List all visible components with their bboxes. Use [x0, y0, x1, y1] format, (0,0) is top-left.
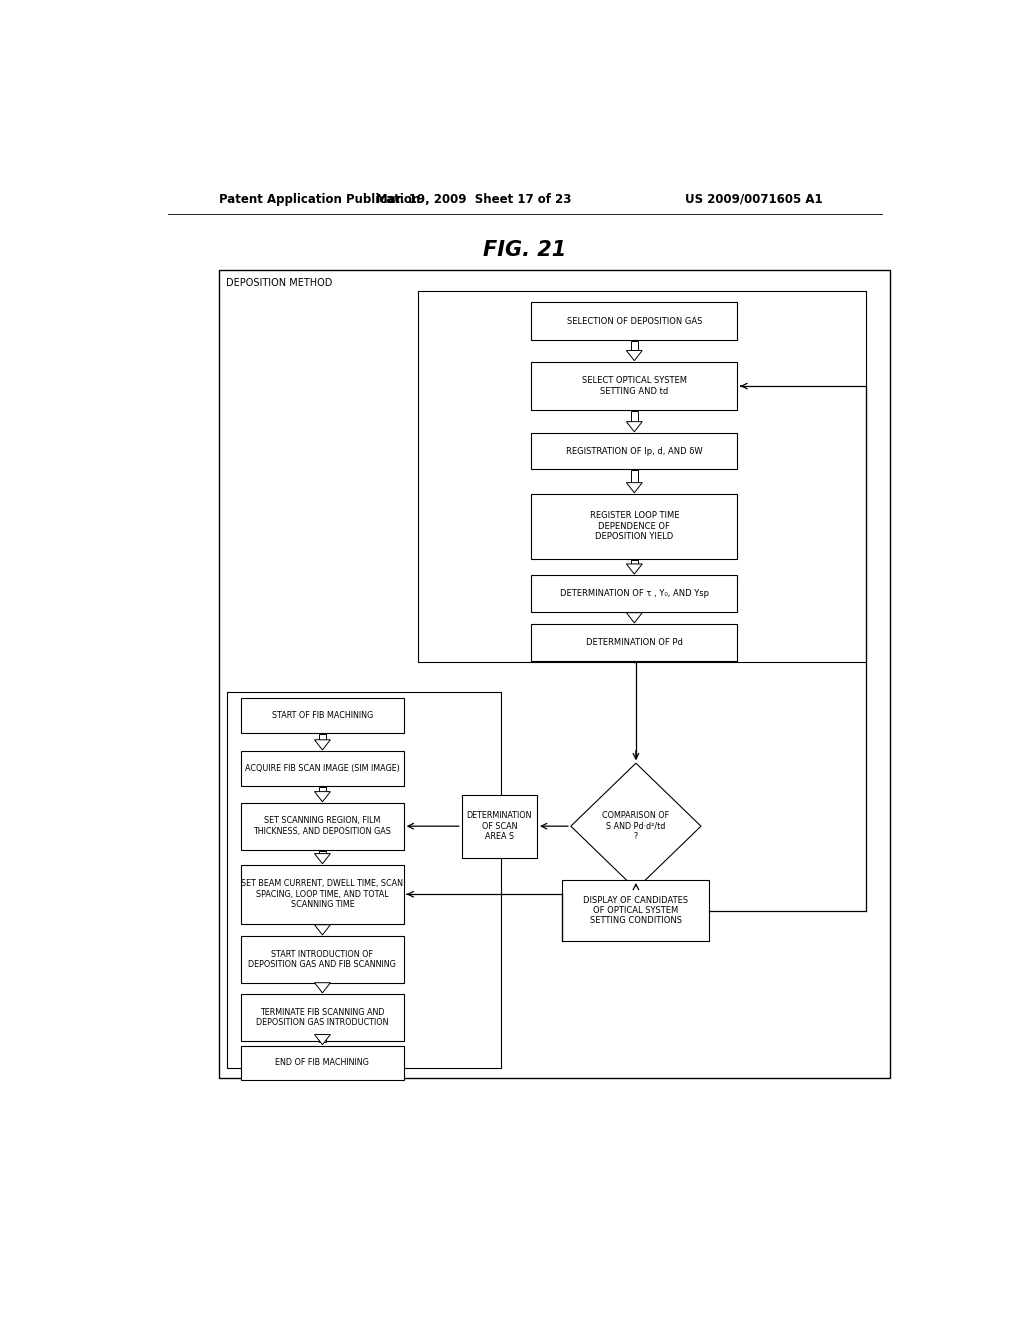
Text: COMPARISON OF
S AND Pd·d²/td
?: COMPARISON OF S AND Pd·d²/td ? — [602, 812, 670, 841]
Bar — [531, 576, 737, 611]
Bar — [631, 470, 638, 483]
Bar — [531, 494, 737, 558]
Bar — [531, 302, 737, 341]
Bar — [531, 362, 737, 411]
Text: SET BEAM CURRENT, DWELL TIME, SCAN
SPACING, LOOP TIME, AND TOTAL
SCANNING TIME: SET BEAM CURRENT, DWELL TIME, SCAN SPACI… — [242, 879, 403, 909]
Polygon shape — [314, 854, 331, 863]
Text: REGISTER LOOP TIME
DEPENDENCE OF
DEPOSITION YIELD: REGISTER LOOP TIME DEPENDENCE OF DEPOSIT… — [590, 511, 679, 541]
Text: Mar. 19, 2009  Sheet 17 of 23: Mar. 19, 2009 Sheet 17 of 23 — [376, 193, 571, 206]
Bar — [241, 1045, 403, 1080]
Text: DETERMINATION OF τ , Y₀, AND Ysp: DETERMINATION OF τ , Y₀, AND Ysp — [560, 589, 709, 598]
Text: DETERMINATION OF Pd: DETERMINATION OF Pd — [586, 638, 683, 647]
Text: FIG. 21: FIG. 21 — [483, 240, 566, 260]
Polygon shape — [314, 1035, 331, 1044]
Bar — [219, 271, 890, 1078]
Text: TERMINATE FIB SCANNING AND
DEPOSITION GAS INTRODUCTION: TERMINATE FIB SCANNING AND DEPOSITION GA… — [256, 1007, 389, 1027]
Text: Patent Application Publication: Patent Application Publication — [219, 193, 421, 206]
Text: DISPLAY OF CANDIDATES
OF OPTICAL SYSTEM
SETTING CONDITIONS: DISPLAY OF CANDIDATES OF OPTICAL SYSTEM … — [584, 896, 688, 925]
Bar — [531, 433, 737, 470]
Text: END OF FIB MACHINING: END OF FIB MACHINING — [275, 1059, 370, 1068]
Polygon shape — [314, 739, 331, 750]
Bar — [241, 994, 403, 1040]
Bar — [318, 1035, 326, 1041]
Polygon shape — [570, 763, 701, 890]
Bar — [241, 865, 403, 924]
Bar — [227, 692, 501, 1068]
Text: REGISTRATION OF Ip, d, AND δW: REGISTRATION OF Ip, d, AND δW — [566, 446, 702, 455]
Text: US 2009/0071605 A1: US 2009/0071605 A1 — [685, 193, 822, 206]
Text: DETERMINATION
OF SCAN
AREA S: DETERMINATION OF SCAN AREA S — [467, 812, 532, 841]
Bar — [531, 624, 737, 660]
Text: SET SCANNING REGION, FILM
THICKNESS, AND DEPOSITION GAS: SET SCANNING REGION, FILM THICKNESS, AND… — [254, 817, 391, 836]
Polygon shape — [314, 982, 331, 993]
Bar — [631, 412, 638, 421]
Polygon shape — [627, 483, 642, 492]
Polygon shape — [314, 925, 331, 935]
Text: START INTRODUCTION OF
DEPOSITION GAS AND FIB SCANNING: START INTRODUCTION OF DEPOSITION GAS AND… — [249, 949, 396, 969]
Bar — [318, 734, 326, 739]
Text: DEPOSITION METHOD: DEPOSITION METHOD — [225, 279, 332, 288]
Polygon shape — [627, 564, 642, 574]
Bar — [241, 751, 403, 785]
Polygon shape — [627, 612, 642, 623]
Bar — [241, 936, 403, 982]
Text: ACQUIRE FIB SCAN IMAGE (SIM IMAGE): ACQUIRE FIB SCAN IMAGE (SIM IMAGE) — [245, 764, 399, 772]
Text: SELECT OPTICAL SYSTEM
SETTING AND td: SELECT OPTICAL SYSTEM SETTING AND td — [582, 376, 687, 396]
Polygon shape — [627, 351, 642, 360]
Bar — [462, 795, 538, 858]
Bar — [241, 803, 403, 850]
Bar — [631, 342, 638, 351]
Bar — [318, 787, 326, 792]
Polygon shape — [627, 421, 642, 432]
Bar — [418, 290, 866, 661]
Bar — [631, 560, 638, 564]
Polygon shape — [314, 792, 331, 801]
Bar — [318, 850, 326, 854]
Text: SELECTION OF DEPOSITION GAS: SELECTION OF DEPOSITION GAS — [566, 317, 702, 326]
Text: START OF FIB MACHINING: START OF FIB MACHINING — [271, 711, 373, 719]
Bar — [562, 880, 710, 941]
Bar — [241, 698, 403, 733]
